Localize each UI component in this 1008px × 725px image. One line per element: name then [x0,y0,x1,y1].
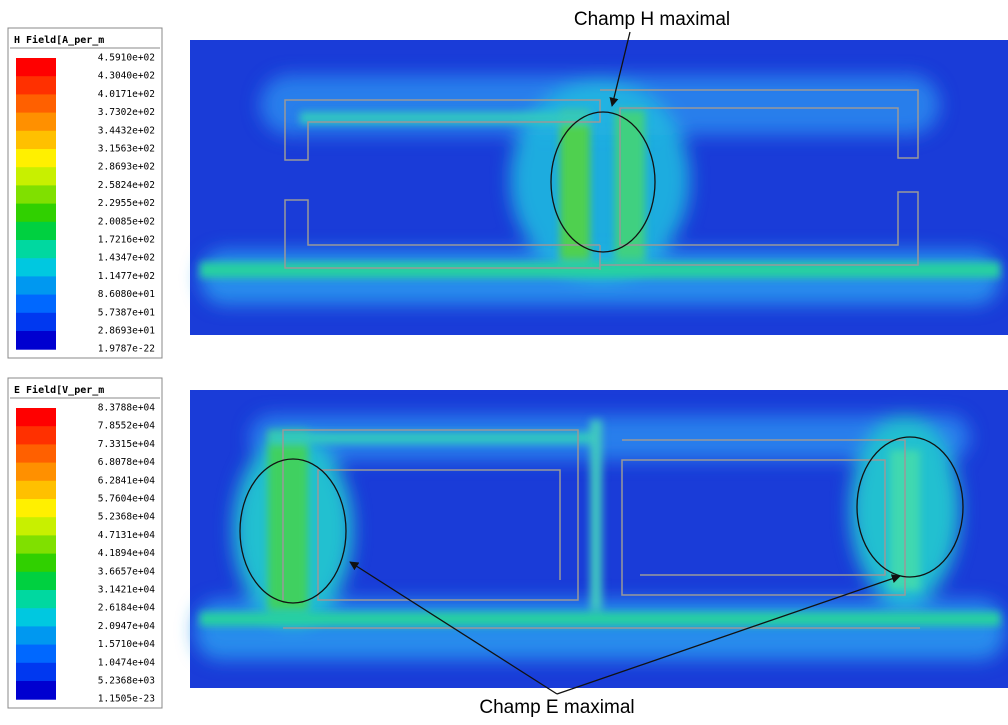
color-swatch [16,58,56,77]
legend-label: 1.1477e+02 [98,271,155,282]
e-max-label: Champ E maximal [479,697,634,718]
arrow [609,31,631,107]
color-swatch [16,130,56,150]
legend-label: 5.7604e+04 [98,494,155,505]
legend-label: 3.7302e+02 [98,107,155,118]
legend-label: 4.0171e+02 [98,89,155,100]
color-swatch [16,444,56,464]
color-swatch [16,535,56,555]
color-swatch [16,662,56,682]
legend-label: 6.8078e+04 [98,457,155,468]
legend-label: 1.4347e+02 [98,253,155,264]
legend-label: 5.2368e+04 [98,512,155,523]
h-field-plot [190,40,1008,335]
color-swatch [16,185,56,205]
color-swatch [16,258,56,277]
color-swatch [16,76,56,95]
color-swatch [16,294,56,314]
color-swatch [16,644,56,664]
color-swatch [16,480,56,500]
legend-label: 4.1894e+04 [98,548,155,559]
color-swatch [16,571,56,591]
legend-label: 4.7131e+04 [98,530,155,541]
legend-label: 2.8693e+01 [98,326,155,337]
legend-label: 3.6657e+04 [98,566,155,577]
legend-label: 3.4432e+02 [98,125,155,136]
legend-label: 6.2841e+04 [98,475,155,486]
legend-label: 2.6184e+04 [98,603,155,614]
color-swatch [16,608,56,627]
legend-label: 1.7216e+02 [98,235,155,246]
color-swatch [16,681,56,700]
legend-label: 5.7387e+01 [98,307,155,318]
color-swatch [16,276,56,296]
arrow [556,574,901,695]
color-swatch [16,149,56,168]
color-swatch [16,553,56,573]
legend-label: 2.0947e+04 [98,621,155,632]
color-swatch [16,426,56,445]
legend-label: 1.1505e-23 [98,694,155,705]
legend-title: E Field[V_per_m [14,384,104,396]
color-swatch [16,626,56,646]
arrow [349,561,558,695]
color-legend: E Field[V_per_m 8.3788e+04 7.8552e+04 7.331… [7,377,163,709]
color-swatch [16,590,56,609]
color-swatch [16,331,56,350]
color-swatch [16,221,56,241]
legend-label: 7.8552e+04 [98,421,155,432]
legend-label: 1.5710e+04 [98,639,155,650]
legend-label: 3.1421e+04 [98,585,155,596]
color-swatch [16,94,56,114]
color-swatch [16,462,56,482]
legend-label: 1.9787e-22 [98,344,155,355]
h-max-label: Champ H maximal [574,9,730,30]
legend-label: 2.2955e+02 [98,198,155,209]
legend-label: 8.3788e+04 [98,403,155,414]
legend-label: 7.3315e+04 [98,439,155,450]
legend-label: 4.5910e+02 [98,53,155,64]
color-swatch [16,517,56,536]
color-swatch [16,240,56,259]
legend-label: 1.0474e+04 [98,657,155,668]
color-swatch [16,312,56,332]
legend-label: 2.0085e+02 [98,216,155,227]
color-swatch [16,167,56,186]
legend-label: 4.3040e+02 [98,71,155,82]
color-swatch [16,203,56,223]
legend-label: 2.8693e+02 [98,162,155,173]
legend-title: H Field[A_per_m [14,34,104,46]
legend-label: 8.6080e+01 [98,289,155,300]
color-legend: H Field[A_per_m 4.5910e+02 4.3040e+02 4.017… [7,27,163,359]
color-swatch [16,499,56,518]
color-swatch [16,112,56,132]
legend-label: 2.5824e+02 [98,180,155,191]
color-swatch [16,408,56,427]
legend-label: 5.2368e+03 [98,676,155,687]
legends: H Field[A_per_m 4.5910e+02 4.3040e+02 4.017… [7,27,163,709]
e-field-plot [190,390,1008,688]
legend-label: 3.1563e+02 [98,144,155,155]
